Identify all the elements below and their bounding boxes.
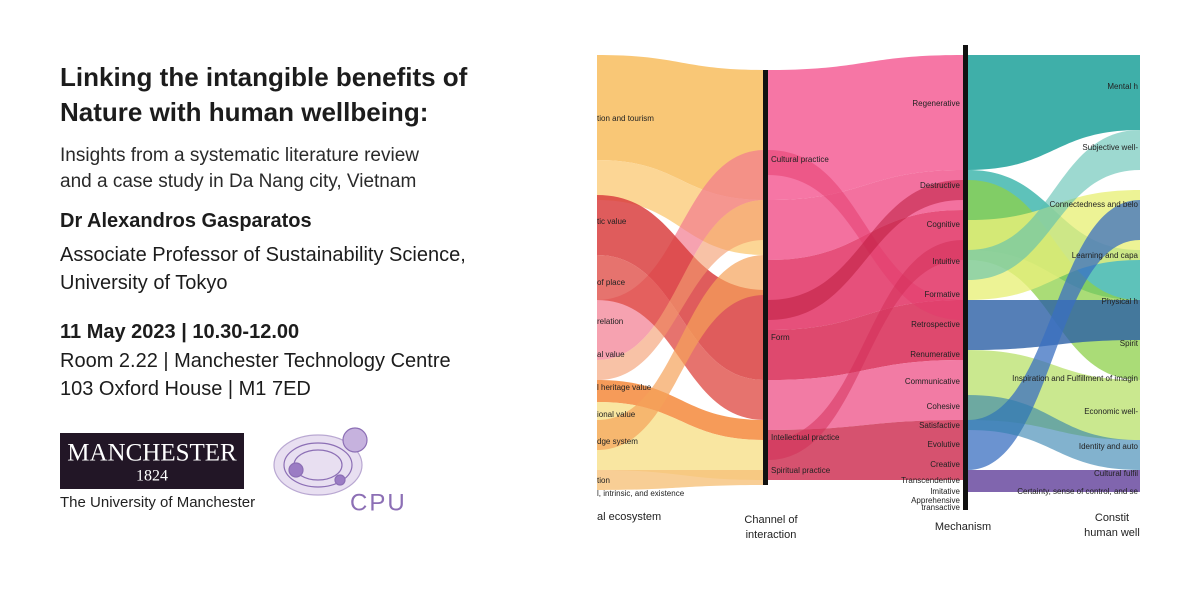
figure-label: Physical h (1102, 297, 1138, 306)
figure-label: Learning and capa (1072, 251, 1139, 260)
subtitle-line: and a case study in Da Nang city, Vietna… (60, 171, 417, 192)
figure-label: Cultural fulfil (1094, 469, 1138, 478)
figure-label: Intuitive (932, 257, 960, 266)
figure-label: Subjective well- (1082, 143, 1138, 152)
flow (597, 380, 765, 440)
subtitle-line: Insights from a systematic literature re… (60, 145, 420, 166)
logo-text: MANCHESTER (67, 440, 237, 467)
figure-label: Creative (930, 460, 960, 469)
figure-label: Formative (924, 290, 960, 299)
figure-label: relation (597, 317, 623, 326)
figure-label: Mental h (1107, 82, 1138, 91)
figure-label: dge system (597, 437, 638, 446)
flow (968, 130, 1140, 280)
figure-label: Certainty, sense of control, and se (1017, 487, 1138, 496)
axis-label: Channel of (744, 514, 798, 526)
event-venue: Room 2.22 | Manchester Technology Centre (60, 350, 451, 372)
flow (768, 360, 963, 430)
flow (597, 200, 765, 380)
speaker-role: University of Tokyo (60, 272, 228, 294)
figure-label: Cognitive (927, 220, 961, 229)
logo-cpu: CPU (350, 489, 407, 516)
title-line: Nature with human wellbeing: (60, 97, 429, 127)
figure-label: Cohesive (927, 402, 961, 411)
figure-label: Economic well- (1084, 407, 1138, 416)
figure-label: l heritage value (597, 383, 652, 392)
flow (597, 55, 765, 200)
speaker-name: Dr Alexandros Gasparatos (60, 210, 312, 232)
figure-label: Spirit (1120, 339, 1139, 348)
figure-label: Communicative (905, 377, 961, 386)
figure-label: Intellectual practice (771, 433, 840, 442)
figure-label: Cultural practice (771, 155, 829, 164)
flow (968, 55, 1140, 170)
event-date: 11 May 2023 | 10.30-12.00 (60, 321, 300, 343)
axis-label: Constit (1095, 512, 1129, 524)
node-bar (963, 45, 968, 510)
axis-label: al ecosystem (597, 511, 661, 523)
flow (597, 470, 765, 490)
figure-label: Apprehensive (911, 496, 960, 505)
figure-label: tion and tourism (597, 114, 654, 123)
figure-label: Inspiration and Fulfillment of imagin (1012, 374, 1138, 383)
figure-label: Regenerative (912, 99, 960, 108)
figure-label: al value (597, 350, 625, 359)
flow (597, 255, 765, 450)
flow (968, 395, 1140, 470)
figure-label: Transcendentive (901, 476, 960, 485)
logo-caption: The University of Manchester (60, 494, 255, 511)
figure-label: l, intrinsic, and existence (597, 489, 685, 498)
figure-label: ional value (597, 410, 636, 419)
flow (768, 150, 963, 320)
figure-label: Retrospective (911, 320, 960, 329)
axis-label: Mechanism (935, 521, 991, 533)
figure-label: Evolutive (928, 440, 961, 449)
figure-label: tic value (597, 217, 627, 226)
figure-label: transactive (921, 503, 960, 512)
figure-label: Spiritual practice (771, 466, 831, 475)
event-venue: 103 Oxford House | M1 7ED (60, 378, 311, 400)
figure-label: Form (771, 333, 790, 342)
flow (768, 170, 963, 260)
flow (768, 240, 963, 460)
flow (768, 180, 963, 320)
figure-label: Satisfactive (919, 421, 960, 430)
figure-label: Imitative (930, 487, 960, 496)
figure-label: Connectedness and belo (1049, 200, 1138, 209)
axis-label: interaction (746, 529, 797, 541)
figure-label: of place (597, 278, 626, 287)
figure-label: tion (597, 476, 610, 485)
sankey-figure: tion and tourism tic value of place relatio… (597, 45, 1140, 541)
flow (968, 190, 1140, 300)
figure-label: Identity and auto (1079, 442, 1139, 451)
figure-label: Renumerative (910, 350, 960, 359)
figure-label: Destructive (920, 181, 961, 190)
flow (968, 470, 1140, 492)
logo-year: 1824 (136, 468, 168, 485)
node-bar (763, 70, 768, 485)
axis-label: human well (1084, 527, 1140, 539)
title-line: Linking the intangible benefits of (60, 62, 468, 92)
flow (768, 55, 963, 200)
cpu-emblem (273, 427, 368, 496)
logo-box (60, 433, 244, 489)
speaker-role: Associate Professor of Sustainability Sc… (60, 244, 466, 266)
